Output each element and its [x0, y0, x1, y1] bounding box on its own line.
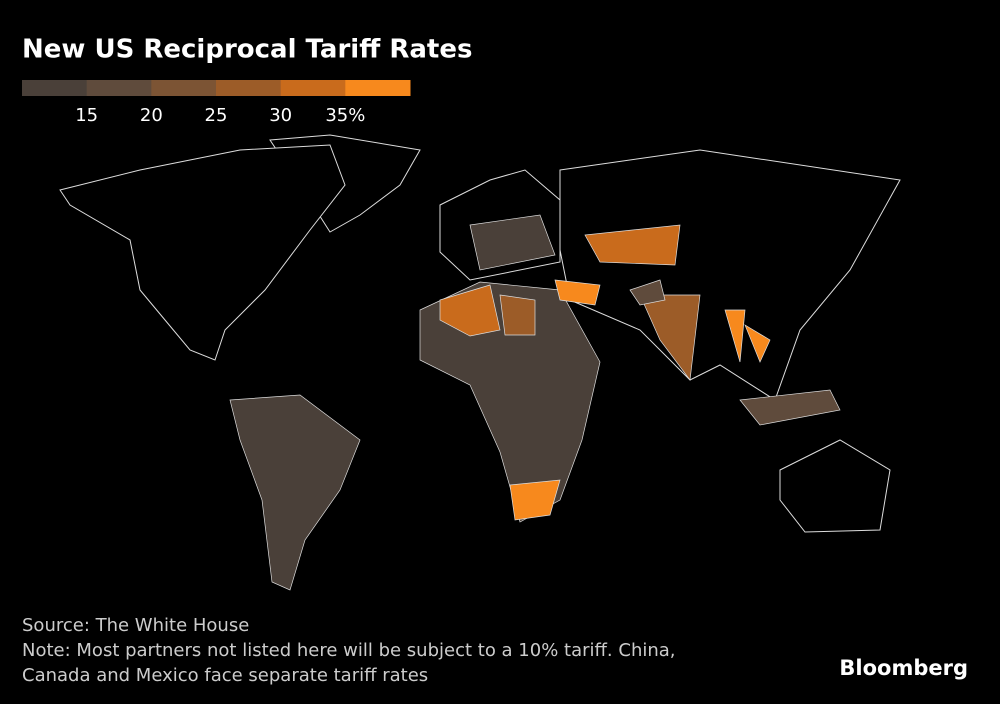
region-35 [584, 224, 681, 266]
region-40 [509, 479, 561, 521]
region-35 [439, 284, 501, 337]
legend-swatch [280, 80, 346, 96]
legend-swatch [22, 80, 88, 96]
region-30 [499, 294, 536, 336]
note-line: Canada and Mexico face separate tariff r… [22, 665, 428, 686]
world-map [59, 134, 901, 591]
source: Source: The White House [22, 615, 249, 636]
logo: Bloomberg [839, 656, 968, 680]
region-40 [554, 279, 601, 306]
region-40 [724, 309, 746, 363]
region-30 [639, 294, 701, 381]
legend-tick-label: 25 [205, 105, 228, 126]
africa [419, 281, 601, 523]
region-20 [739, 389, 841, 426]
note-line: Note: Most partners not listed here will… [22, 640, 676, 661]
legend-tick-label: 20 [140, 105, 163, 126]
legend-tick-label: 35% [325, 105, 365, 126]
legend-swatch [86, 80, 152, 96]
legend-swatch [151, 80, 217, 96]
europe-partners [469, 214, 556, 271]
legend-swatch [345, 80, 411, 96]
legend-tick-label: 30 [269, 105, 292, 126]
legend-swatch [216, 80, 282, 96]
region-40 [744, 324, 771, 363]
australia [779, 439, 891, 533]
title: New US Reciprocal Tariff Rates [22, 35, 472, 65]
legend: 15 20 25 30 35% [22, 80, 411, 126]
legend-tick-label: 15 [75, 105, 98, 126]
north-america [59, 144, 346, 361]
south-america [229, 394, 361, 591]
region-20 [629, 279, 666, 306]
